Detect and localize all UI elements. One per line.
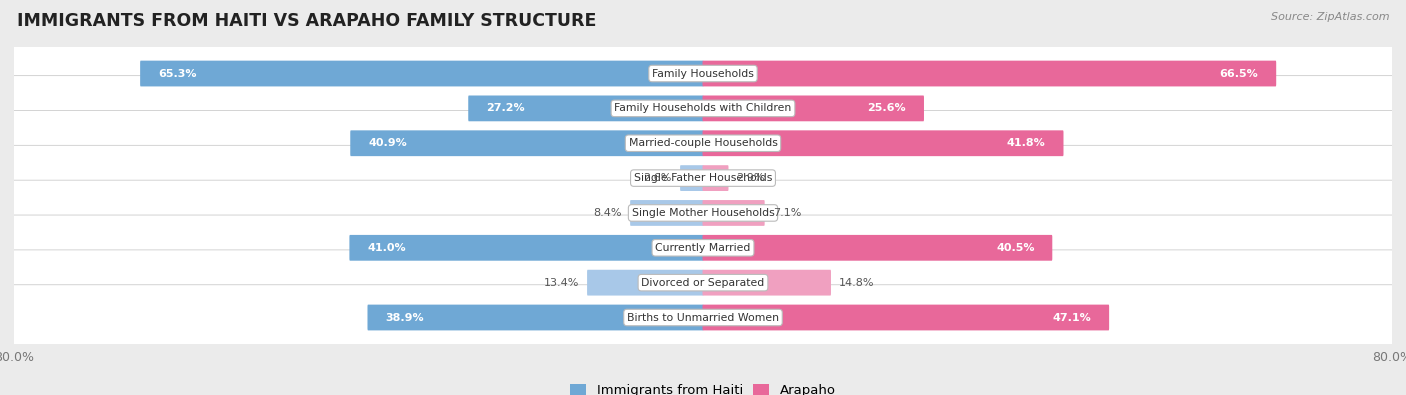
FancyBboxPatch shape [703,96,924,121]
FancyBboxPatch shape [468,96,703,121]
Text: 25.6%: 25.6% [868,103,907,113]
Text: 2.6%: 2.6% [644,173,672,183]
Text: Source: ZipAtlas.com: Source: ZipAtlas.com [1271,12,1389,22]
FancyBboxPatch shape [703,130,1063,156]
FancyBboxPatch shape [703,235,1052,261]
Text: Currently Married: Currently Married [655,243,751,253]
Text: 13.4%: 13.4% [544,278,579,288]
Text: IMMIGRANTS FROM HAITI VS ARAPAHO FAMILY STRUCTURE: IMMIGRANTS FROM HAITI VS ARAPAHO FAMILY … [17,12,596,30]
FancyBboxPatch shape [367,305,703,330]
Text: 66.5%: 66.5% [1220,69,1258,79]
FancyBboxPatch shape [10,285,1396,350]
FancyBboxPatch shape [681,165,703,191]
Text: Single Mother Households: Single Mother Households [631,208,775,218]
FancyBboxPatch shape [350,235,703,261]
Text: Single Father Households: Single Father Households [634,173,772,183]
FancyBboxPatch shape [630,200,703,226]
Text: 41.8%: 41.8% [1007,138,1046,148]
Text: 27.2%: 27.2% [486,103,524,113]
FancyBboxPatch shape [10,111,1396,176]
Text: 8.4%: 8.4% [593,208,621,218]
Text: Births to Unmarried Women: Births to Unmarried Women [627,312,779,322]
FancyBboxPatch shape [703,270,831,295]
FancyBboxPatch shape [10,41,1396,106]
FancyBboxPatch shape [588,270,703,295]
Text: Divorced or Separated: Divorced or Separated [641,278,765,288]
Text: 40.5%: 40.5% [995,243,1035,253]
Text: Married-couple Households: Married-couple Households [628,138,778,148]
FancyBboxPatch shape [703,200,765,226]
Text: 38.9%: 38.9% [385,312,423,322]
FancyBboxPatch shape [350,130,703,156]
FancyBboxPatch shape [10,215,1396,280]
FancyBboxPatch shape [703,165,728,191]
FancyBboxPatch shape [703,61,1277,87]
FancyBboxPatch shape [10,75,1396,141]
Text: 14.8%: 14.8% [839,278,875,288]
FancyBboxPatch shape [10,145,1396,211]
Text: 40.9%: 40.9% [368,138,406,148]
FancyBboxPatch shape [10,250,1396,316]
Text: Family Households with Children: Family Households with Children [614,103,792,113]
Text: 2.9%: 2.9% [737,173,765,183]
Text: 47.1%: 47.1% [1053,312,1091,322]
Legend: Immigrants from Haiti, Arapaho: Immigrants from Haiti, Arapaho [565,379,841,395]
Text: 65.3%: 65.3% [157,69,197,79]
FancyBboxPatch shape [10,180,1396,246]
Text: 7.1%: 7.1% [773,208,801,218]
Text: Family Households: Family Households [652,69,754,79]
FancyBboxPatch shape [703,305,1109,330]
FancyBboxPatch shape [141,61,703,87]
Text: 41.0%: 41.0% [367,243,406,253]
